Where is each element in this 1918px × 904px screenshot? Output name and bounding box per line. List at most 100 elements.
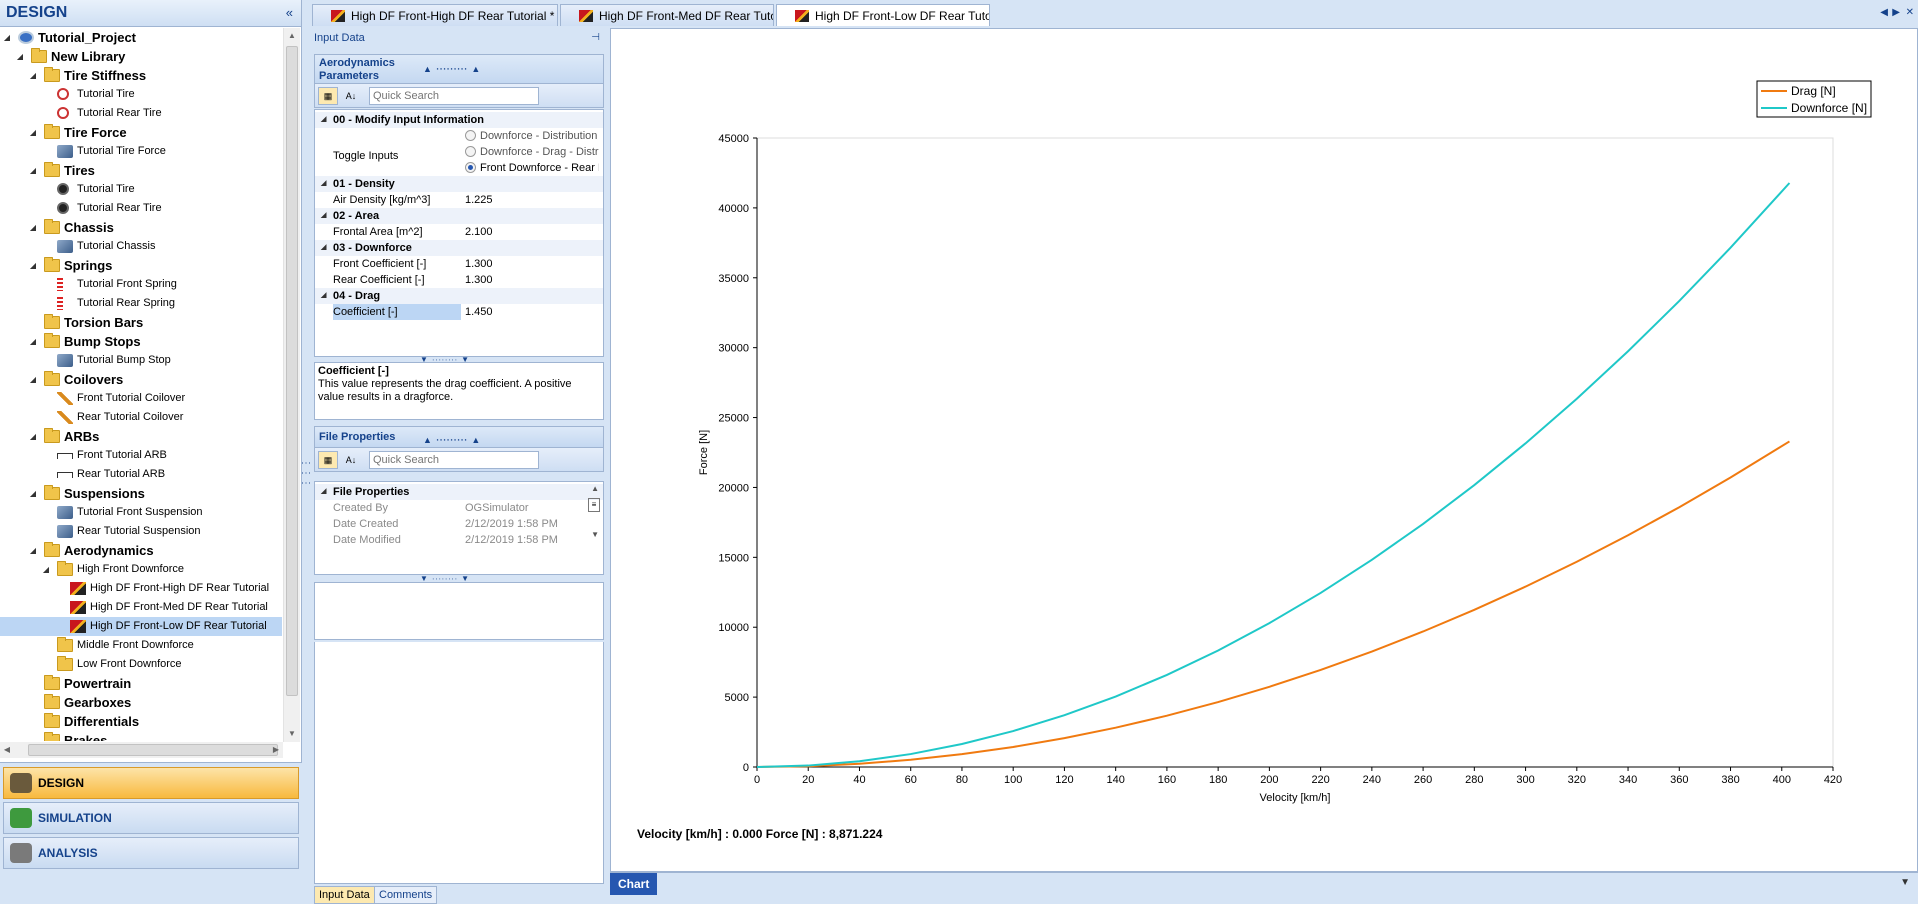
tree-node[interactable]: ◢ ARBs (0, 427, 282, 446)
tree-node[interactable]: ◢ Suspensions (0, 484, 282, 503)
category-file-properties[interactable]: File Properties (315, 484, 603, 500)
category-modify-input[interactable]: 00 - Modify Input Information (315, 112, 603, 128)
tree-node[interactable]: Front Tutorial ARB (0, 446, 282, 465)
expand-arrow-icon[interactable]: ◢ (29, 375, 37, 384)
tree-node[interactable]: Tutorial Rear Tire (0, 104, 282, 123)
area-value[interactable]: 2.100 (465, 226, 493, 238)
tree-node[interactable]: ◢ High Front Downforce (0, 560, 282, 579)
tree-node[interactable]: High DF Front-Med DF Rear Tutorial (0, 598, 282, 617)
tree-node[interactable]: Rear Tutorial Suspension (0, 522, 282, 541)
tree-horizontal-scrollbar[interactable]: ◀ ▶ (0, 742, 283, 758)
tree-node[interactable]: Tutorial Rear Tire (0, 199, 282, 218)
expand-arrow-icon[interactable]: ◢ (29, 71, 37, 80)
front-coef-value[interactable]: 1.300 (465, 258, 493, 270)
tree-node[interactable]: ◢ Chassis (0, 218, 282, 237)
file-quick-search-input[interactable] (369, 451, 539, 469)
expand-arrow-icon[interactable]: ◢ (29, 166, 37, 175)
expand-arrow-icon[interactable]: ◢ (16, 52, 24, 61)
tree-node[interactable]: Tutorial Tire (0, 180, 282, 199)
tree-node[interactable]: ◢ Aerodynamics (0, 541, 282, 560)
expand-arrow-icon[interactable]: ◢ (42, 565, 50, 574)
expand-arrow-icon[interactable]: ◢ (3, 33, 11, 42)
tree-node[interactable]: Tutorial Chassis (0, 237, 282, 256)
pin-icon[interactable]: ⊣ (591, 32, 600, 43)
tree-node[interactable]: Tutorial Bump Stop (0, 351, 282, 370)
sort-alpha-icon[interactable]: A↓ (345, 455, 357, 465)
tree-node[interactable]: Tutorial Rear Spring (0, 294, 282, 313)
tree-node[interactable]: Tutorial Front Spring (0, 275, 282, 294)
rear-coef-value[interactable]: 1.300 (465, 274, 493, 286)
tree-node[interactable]: ◢ Coilovers (0, 370, 282, 389)
grid-menu-icon[interactable]: ≡ (588, 498, 600, 512)
tree-node[interactable]: Brakes (0, 731, 282, 741)
splitter-handle-icon[interactable]: ▼ ∙∙∙∙∙∙∙∙ ▼ (420, 574, 471, 583)
tree-node[interactable]: High DF Front-High DF Rear Tutorial (0, 579, 282, 598)
scroll-up-icon[interactable]: ▲ (288, 31, 296, 40)
tree-node[interactable]: Front Tutorial Coilover (0, 389, 282, 408)
expand-arrow-icon[interactable]: ◢ (29, 223, 37, 232)
scroll-right-icon[interactable]: ▶ (272, 745, 280, 754)
grid-scroll-down-icon[interactable]: ▼ (591, 530, 599, 539)
tree-node[interactable]: Low Front Downforce (0, 655, 282, 674)
tree-node[interactable]: ◢ Tire Stiffness (0, 66, 282, 85)
category-downforce[interactable]: 03 - Downforce (315, 240, 603, 256)
nav-analysis-button[interactable]: ANALYSIS (3, 837, 299, 869)
radio-downforce-distribution[interactable]: Downforce - Distribution (465, 128, 599, 144)
nav-simulation-button[interactable]: SIMULATION (3, 802, 299, 834)
tab-comments[interactable]: Comments (374, 886, 438, 904)
density-value[interactable]: 1.225 (465, 194, 493, 206)
category-area[interactable]: 02 - Area (315, 208, 603, 224)
expand-arrow-icon[interactable]: ◢ (29, 337, 37, 346)
tree-node[interactable]: Tutorial Tire (0, 85, 282, 104)
tree-node[interactable]: ◢ New Library (0, 47, 282, 66)
splitter-handle-icon[interactable]: ▼ ∙∙∙∙∙∙∙∙ ▼ (420, 355, 471, 364)
tree-node[interactable]: High DF Front-Low DF Rear Tutorial (0, 617, 282, 636)
tree-node[interactable]: Tutorial Tire Force (0, 142, 282, 161)
tree-node[interactable]: Gearboxes (0, 693, 282, 712)
tree-node[interactable]: ◢ Tires (0, 161, 282, 180)
close-icon[interactable]: ✕ (1905, 7, 1914, 18)
quick-search-input[interactable] (369, 87, 539, 105)
tab-input-data[interactable]: Input Data (314, 886, 375, 904)
radio-front-rear-downforce[interactable]: Front Downforce - Rear Downforce (465, 160, 599, 176)
tree-node[interactable]: Rear Tutorial ARB (0, 465, 282, 484)
tree-node[interactable]: Powertrain (0, 674, 282, 693)
tree-node[interactable]: Tutorial Front Suspension (0, 503, 282, 522)
collapse-panel-icon[interactable]: « (285, 5, 293, 20)
collapse-section-icon[interactable]: ▲ ∙∙∙∙∙∙∙∙∙ ▲ (423, 435, 482, 445)
sort-alpha-icon[interactable]: A↓ (345, 91, 357, 101)
panel-splitter[interactable]: ⋮⋮⋮ (300, 28, 311, 894)
scroll-thumb-horizontal[interactable] (28, 744, 278, 756)
scroll-down-icon[interactable]: ▼ (288, 729, 296, 738)
area-row[interactable]: Frontal Area [m^2] 2.100 (315, 224, 603, 240)
tab-prev-icon[interactable]: ◀ (1880, 7, 1888, 18)
expand-arrow-icon[interactable]: ◢ (29, 432, 37, 441)
tree-node[interactable]: ◢ Tire Force (0, 123, 282, 142)
category-drag[interactable]: 04 - Drag (315, 288, 603, 304)
scroll-left-icon[interactable]: ◀ (3, 745, 11, 754)
chevron-down-icon[interactable]: ▼ (1900, 877, 1910, 888)
tree-node[interactable]: Rear Tutorial Coilover (0, 408, 282, 427)
tab-chart[interactable]: Chart (610, 873, 658, 895)
file-properties-header[interactable]: File Properties ▲ ∙∙∙∙∙∙∙∙∙ ▲ (314, 426, 604, 448)
expand-arrow-icon[interactable]: ◢ (29, 261, 37, 270)
category-density[interactable]: 01 - Density (315, 176, 603, 192)
categorized-view-icon[interactable]: ▦ (318, 451, 338, 469)
tree-vertical-scrollbar[interactable]: ▲ ▼ (283, 28, 300, 742)
tree-node[interactable]: Differentials (0, 712, 282, 731)
categorized-view-icon[interactable]: ▦ (318, 87, 338, 105)
document-tab[interactable]: High DF Front-High DF Rear Tutorial * (312, 4, 558, 26)
tree-node[interactable]: ◢ Bump Stops (0, 332, 282, 351)
density-row[interactable]: Air Density [kg/m^3] 1.225 (315, 192, 603, 208)
tab-next-icon[interactable]: ▶ (1892, 7, 1900, 18)
front-coef-row[interactable]: Front Coefficient [-] 1.300 (315, 256, 603, 272)
expand-arrow-icon[interactable]: ◢ (29, 489, 37, 498)
rear-coef-row[interactable]: Rear Coefficient [-] 1.300 (315, 272, 603, 288)
drag-coef-value[interactable]: 1.450 (465, 306, 493, 318)
tree-node[interactable]: Middle Front Downforce (0, 636, 282, 655)
tree-node[interactable]: ◢ Tutorial_Project (0, 28, 282, 47)
tree-node[interactable]: Torsion Bars (0, 313, 282, 332)
grid-scroll-up-icon[interactable]: ▲ (591, 484, 599, 493)
document-tab[interactable]: High DF Front-Low DF Rear Tutorial (776, 4, 990, 26)
document-tab[interactable]: High DF Front-Med DF Rear Tutorial (560, 4, 774, 26)
